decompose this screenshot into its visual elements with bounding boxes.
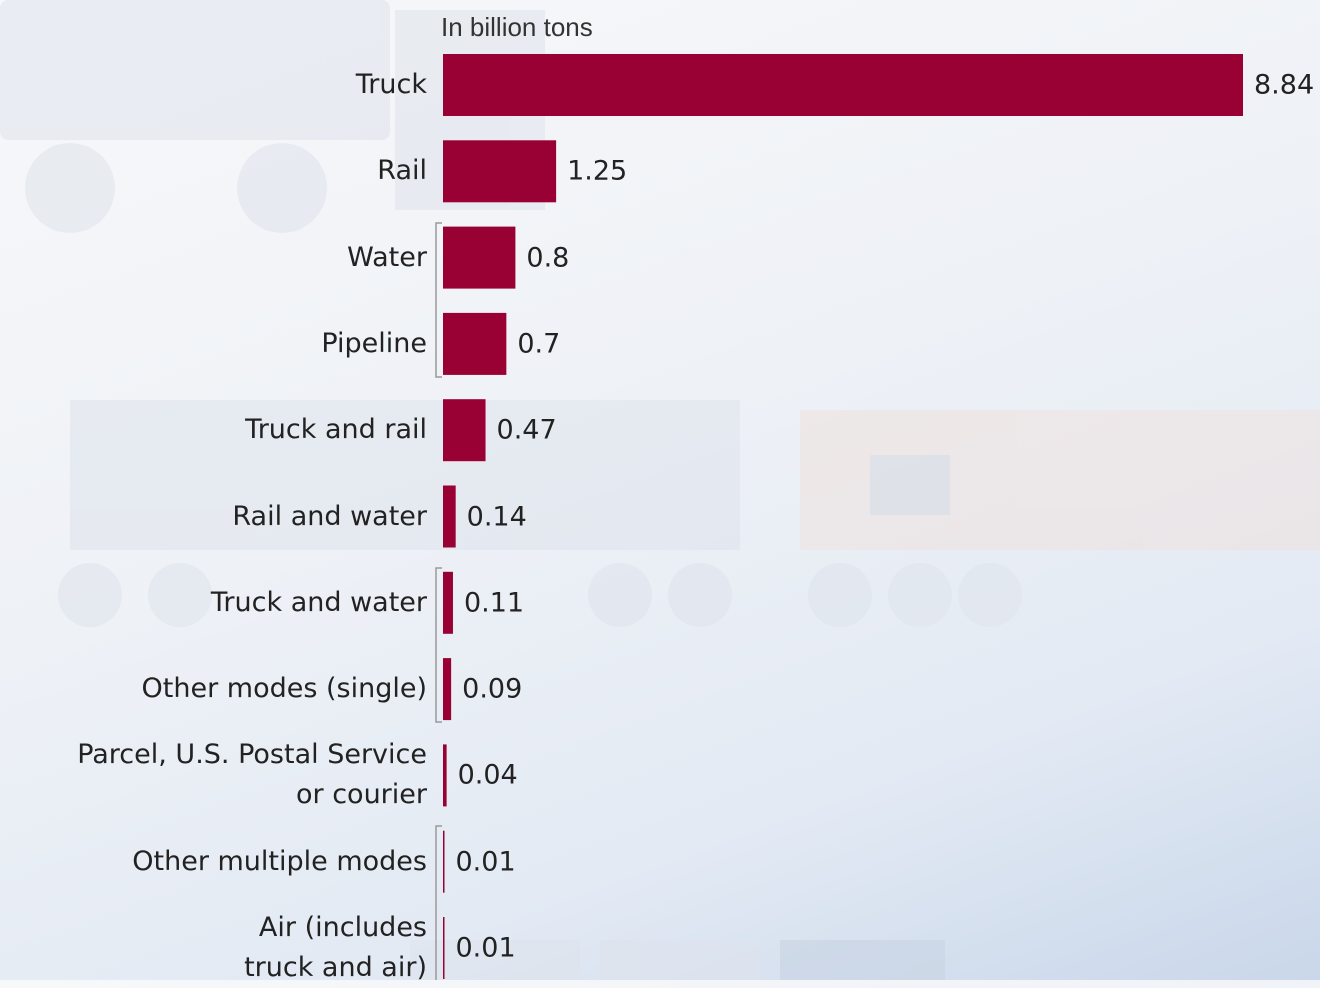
category-label: Rail and water <box>232 500 427 532</box>
value-label: 0.8 <box>526 242 570 274</box>
bar <box>443 830 445 893</box>
chart-subtitle: In billion tons <box>441 12 593 42</box>
bar <box>443 226 516 289</box>
value-label: 0.04 <box>457 759 518 791</box>
bracket <box>435 567 442 723</box>
value-label: 0.01 <box>455 932 516 964</box>
bar <box>443 312 507 375</box>
category-label: Pipeline <box>321 327 427 359</box>
value-label: 0.09 <box>462 673 523 705</box>
value-label: 0.01 <box>455 846 516 878</box>
category-label: Truck and rail <box>245 414 427 446</box>
value-label: 0.14 <box>466 501 527 532</box>
bar <box>443 140 557 203</box>
bar <box>443 744 447 807</box>
category-label: Rail <box>377 155 427 187</box>
bar <box>443 399 486 462</box>
category-label: Water <box>347 241 427 273</box>
bar <box>443 571 453 634</box>
category-label: Other modes (single) <box>141 673 427 705</box>
bar <box>443 485 456 548</box>
group-brackets <box>435 222 442 980</box>
value-label: 0.7 <box>517 328 561 360</box>
category-label: Air (includes truck and air) <box>244 912 427 983</box>
category-label: Truck and water <box>210 586 427 618</box>
bracket <box>435 222 442 378</box>
category-label: Other multiple modes <box>132 845 427 877</box>
category-label: Truck <box>355 69 427 100</box>
value-label: 0.11 <box>463 587 525 619</box>
bracket <box>435 825 442 980</box>
bar <box>443 54 1243 116</box>
value-label: 0.47 <box>496 414 557 446</box>
category-label: Parcel, U.S. Postal Service or courier <box>77 739 427 811</box>
bar <box>443 658 452 721</box>
value-label: 1.25 <box>567 155 628 187</box>
bar <box>443 917 445 979</box>
value-label: 8.84 <box>1254 69 1315 101</box>
